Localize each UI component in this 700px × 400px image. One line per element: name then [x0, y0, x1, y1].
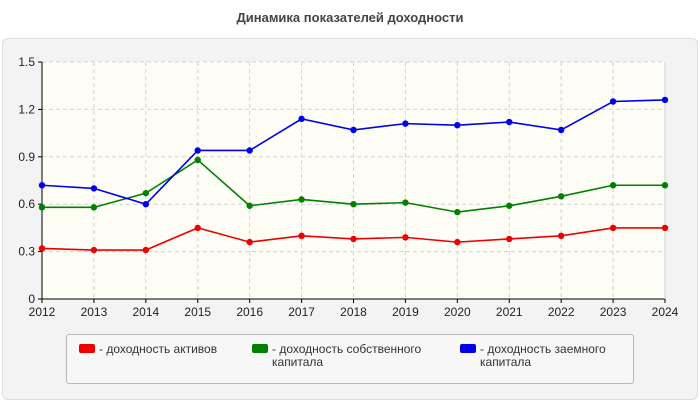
legend-label-assets: - доходность активов: [99, 342, 218, 356]
x-tick-label: 2012: [29, 305, 56, 319]
legend-label-equity: - доходность собственного капитала: [272, 342, 422, 369]
y-tick-label: 0: [28, 292, 35, 306]
data-point-2: [506, 118, 513, 126]
y-tick-label: 1.5: [18, 55, 35, 69]
legend-label-debt: - доходность заемного капитала: [480, 342, 606, 369]
data-point-2: [557, 126, 565, 134]
x-tick-label: 2017: [288, 305, 315, 319]
data-point-2: [402, 120, 409, 127]
x-tick-label: 2020: [444, 305, 471, 319]
data-point-2: [194, 147, 201, 154]
y-tick-label: 0.9: [18, 150, 35, 164]
x-tick-label: 2018: [340, 305, 367, 319]
data-point-2: [454, 122, 461, 129]
data-point-1: [142, 189, 150, 197]
data-point-1: [402, 199, 409, 206]
x-tick-label: 2019: [392, 305, 419, 319]
data-point-2: [609, 98, 617, 105]
y-tick-label: 0.6: [18, 197, 35, 211]
data-point-1: [609, 182, 617, 189]
data-point-0: [557, 232, 565, 239]
data-point-1: [38, 204, 46, 211]
chart-title: Динамика показателей доходности: [236, 10, 464, 25]
data-point-2: [90, 185, 98, 192]
data-point-0: [38, 245, 46, 252]
data-point-1: [506, 202, 513, 209]
data-point-0: [609, 224, 617, 232]
x-tick-label: 2021: [496, 305, 523, 319]
data-point-0: [246, 238, 253, 246]
data-point-1: [90, 204, 98, 211]
x-tick-label: 2023: [600, 305, 627, 319]
data-point-1: [661, 182, 669, 189]
data-point-2: [246, 147, 253, 154]
data-point-2: [298, 115, 305, 123]
data-point-0: [298, 232, 305, 239]
data-point-0: [661, 224, 669, 232]
data-point-2: [661, 96, 669, 104]
data-point-1: [298, 196, 305, 203]
legend-swatch-equity: [252, 344, 268, 353]
x-tick-label: 2024: [652, 305, 679, 319]
x-tick-label: 2013: [81, 305, 108, 319]
data-point-0: [350, 235, 357, 243]
legend-swatch-assets: [79, 344, 95, 353]
data-point-2: [142, 201, 150, 208]
data-point-1: [246, 202, 253, 209]
data-point-2: [350, 126, 357, 134]
data-point-1: [557, 193, 565, 200]
chart-legend: - доходность активов - доходность собств…: [66, 334, 634, 384]
data-point-1: [194, 156, 201, 164]
x-tick-label: 2016: [236, 305, 263, 319]
x-tick-label: 2015: [184, 305, 211, 319]
data-point-0: [194, 224, 201, 232]
data-point-0: [402, 234, 409, 241]
data-point-0: [506, 235, 513, 243]
x-tick-label: 2014: [132, 305, 159, 319]
data-point-1: [350, 201, 357, 208]
y-tick-label: 0.3: [18, 245, 35, 259]
data-point-0: [142, 246, 150, 254]
legend-swatch-debt: [460, 344, 476, 353]
y-tick-label: 1.2: [18, 102, 35, 116]
data-point-0: [454, 238, 461, 246]
data-point-1: [454, 208, 461, 216]
data-point-2: [38, 182, 46, 189]
data-point-0: [90, 246, 98, 254]
x-tick-label: 2022: [548, 305, 575, 319]
